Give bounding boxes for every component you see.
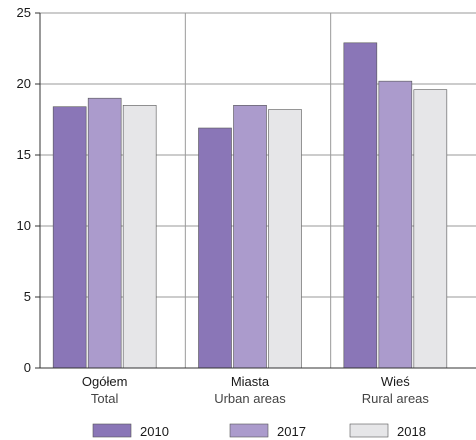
y-tick-label: 5	[24, 289, 31, 304]
category-label: Miasta	[231, 374, 270, 389]
bar-2010-1	[198, 127, 232, 369]
bar-2017-2	[378, 80, 413, 369]
legend-label-2017: 2017	[277, 424, 306, 439]
legend-swatch-2017	[229, 423, 269, 438]
bar-2017-0	[87, 97, 122, 369]
axes	[35, 12, 476, 369]
category-labels: Ogółem Total Miasta Urban areas Wieś Rural ar…	[82, 374, 430, 406]
category-sublabel: Total	[91, 391, 119, 406]
y-tick-labels: 0 5 10 15 20 25	[17, 5, 31, 375]
legend-label-2010: 2010	[140, 424, 169, 439]
bar-2018-0	[122, 105, 157, 369]
y-tick-label: 10	[17, 218, 31, 233]
bars	[52, 42, 448, 369]
bar-2017-1	[233, 105, 267, 369]
category-sublabel: Urban areas	[214, 391, 286, 406]
legend: 2010 2017 2018	[92, 423, 426, 439]
bar-2010-2	[343, 42, 378, 369]
legend-swatch-2010	[92, 423, 132, 438]
legend-label-2018: 2018	[397, 424, 426, 439]
y-tick-label: 20	[17, 76, 31, 91]
y-tick-label: 0	[24, 360, 31, 375]
legend-swatch-2018	[349, 423, 389, 438]
category-sublabel: Rural areas	[362, 391, 430, 406]
category-label: Ogółem	[82, 374, 128, 389]
bar-2018-2	[413, 89, 448, 369]
bar-2010-0	[52, 106, 87, 369]
bar-2018-1	[268, 109, 302, 369]
y-tick-label: 25	[17, 5, 31, 20]
y-tick-label: 15	[17, 147, 31, 162]
category-label: Wieś	[381, 374, 410, 389]
